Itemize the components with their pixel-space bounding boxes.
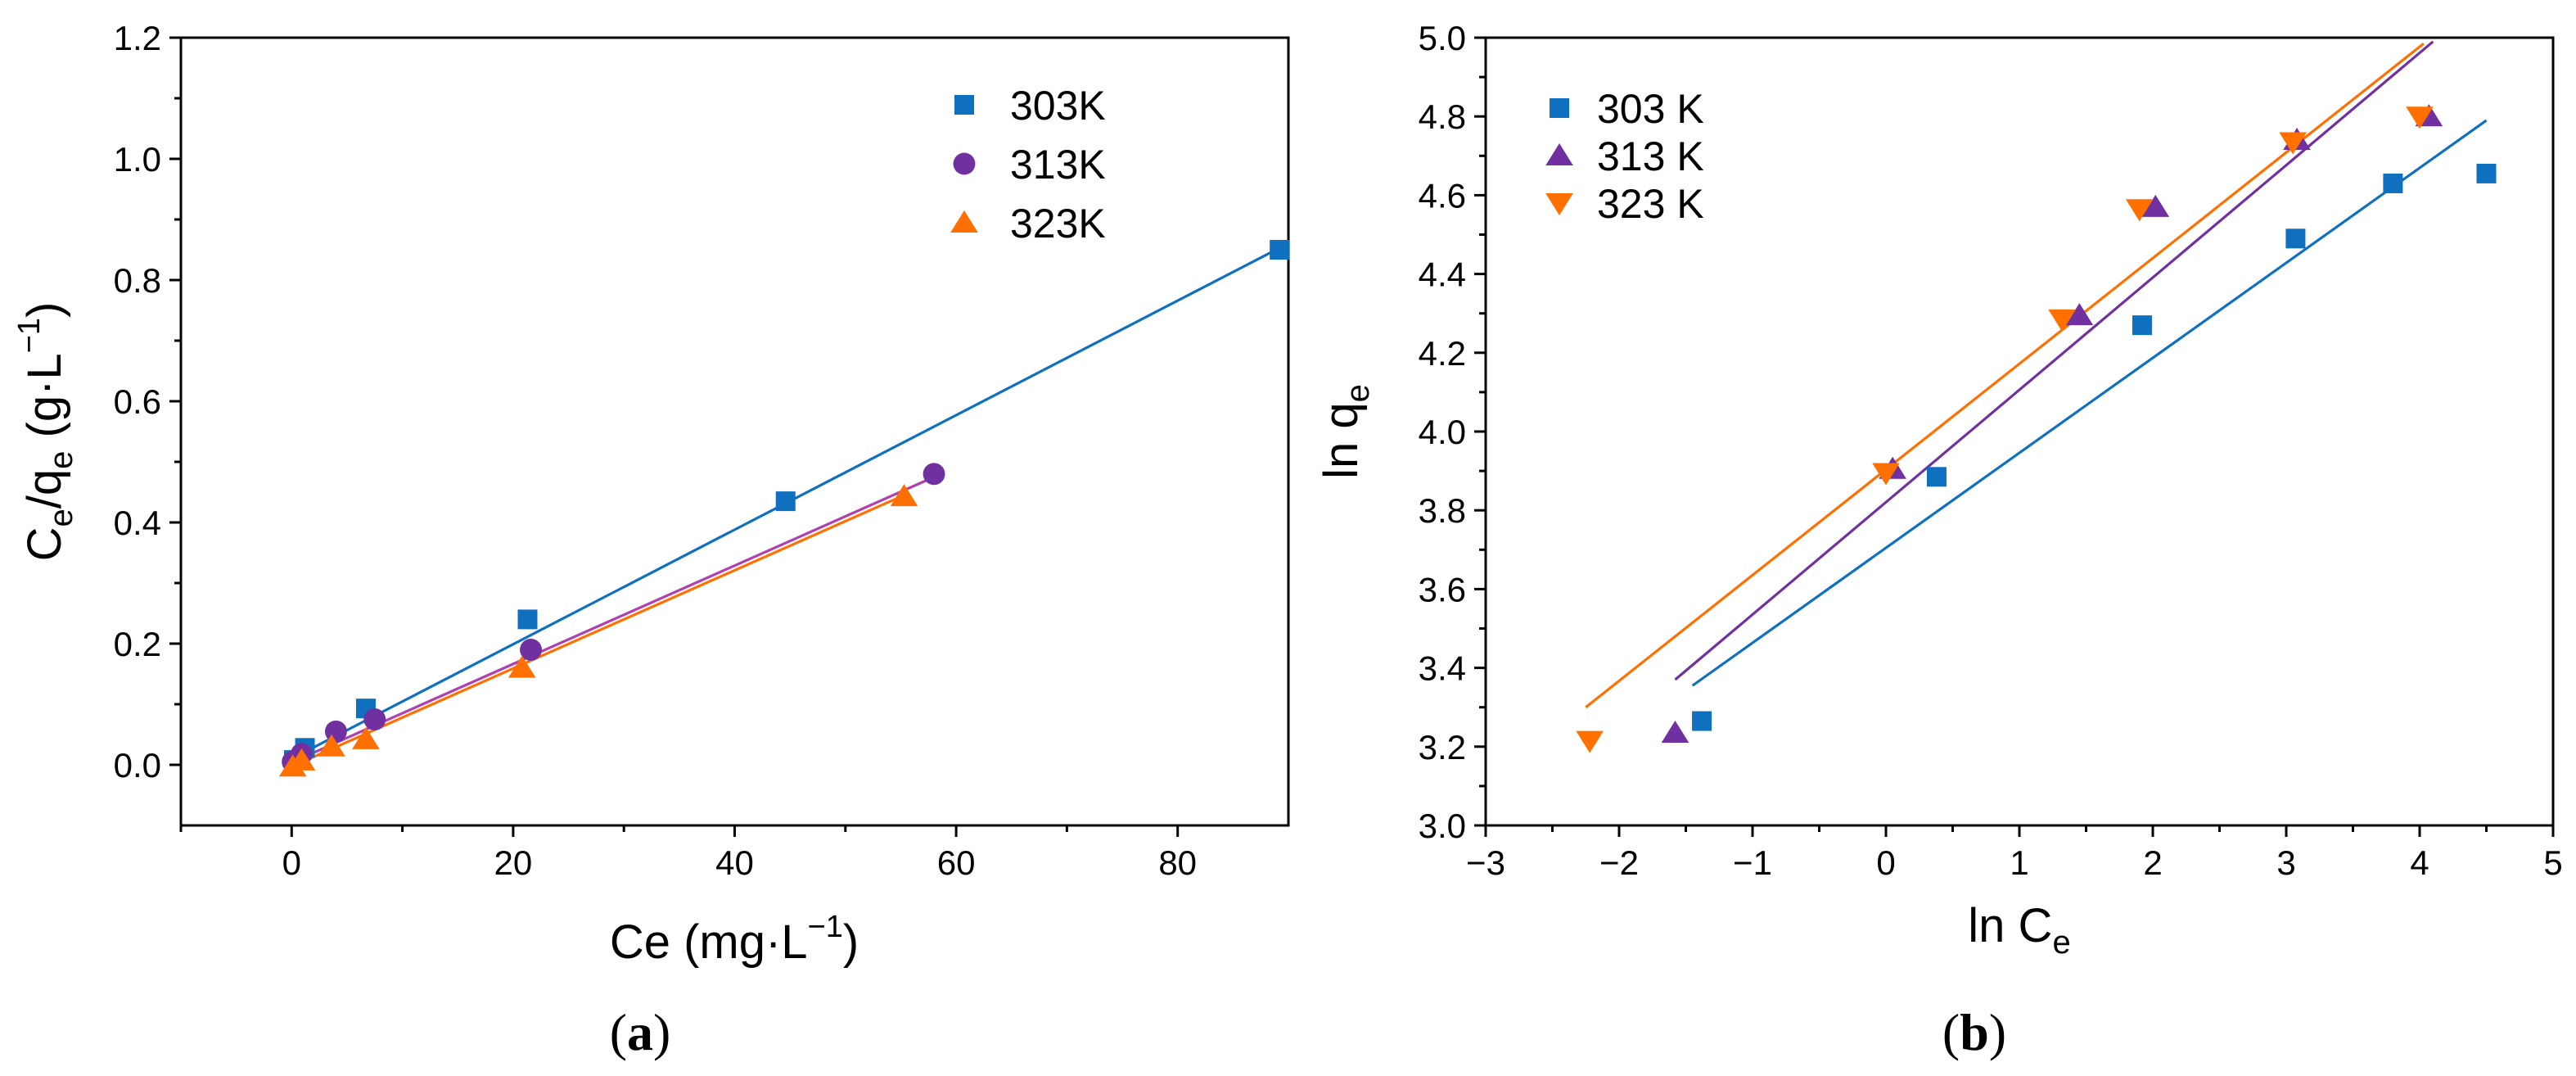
y-tick-label: 3.8 — [1419, 491, 1466, 530]
data-points-a — [278, 240, 1290, 777]
legend-marker-313K — [1545, 143, 1573, 165]
x-tick-label: 0 — [282, 843, 301, 882]
data-point-323K — [2125, 199, 2154, 222]
data-point-303K — [1692, 711, 1712, 731]
x-tick-label: 20 — [494, 843, 533, 882]
y-tick-label: 4.6 — [1419, 176, 1466, 215]
fit-line-303K — [1691, 119, 2488, 687]
x-axis-label-b: ln Ce — [1968, 899, 2070, 961]
y-axis-label-b: ln qe — [1315, 384, 1376, 479]
data-point-313K — [2065, 303, 2094, 326]
y-tick-label: 1.0 — [114, 140, 161, 179]
fit-line-323K — [1585, 42, 2425, 708]
legend-marker-303K — [1550, 98, 1569, 118]
x-tick-label: 5 — [2543, 843, 2562, 882]
data-point-303K — [775, 491, 796, 512]
legend-a: 303K 313K 323K — [950, 83, 1106, 246]
y-tick-label: 3.2 — [1419, 728, 1466, 766]
axis-ticks-a: 0 20 40 60 80 0.0 0.2 0.4 0.6 0.8 1.0 1.2 — [114, 19, 1197, 882]
x-tick-label: −2 — [1599, 843, 1639, 882]
data-point-303K — [1270, 240, 1290, 260]
y-tick-label: 3.0 — [1419, 807, 1466, 845]
x-tick-label: 4 — [2410, 843, 2429, 882]
data-point-313K — [1661, 720, 1690, 743]
x-tick-label: 3 — [2276, 843, 2295, 882]
y-tick-label: 1.2 — [114, 19, 161, 57]
caption-a: (a) — [610, 1003, 671, 1061]
data-points-b — [1576, 104, 2497, 753]
y-tick-label: 4.0 — [1419, 413, 1466, 451]
data-point-323K — [1872, 463, 1900, 486]
data-point-313K — [324, 720, 347, 743]
data-point-313K — [2141, 194, 2170, 217]
y-tick-label: 3.4 — [1419, 649, 1466, 688]
data-point-303K — [2132, 315, 2152, 336]
data-point-303K — [1926, 467, 1947, 487]
fit-line-313K — [291, 476, 935, 764]
x-tick-label: −1 — [1733, 843, 1772, 882]
x-tick-label: 1 — [2010, 843, 2028, 882]
y-tick-label: 0.6 — [114, 382, 161, 421]
caption-b: (b) — [1942, 1003, 2006, 1061]
data-point-313K — [520, 638, 542, 661]
y-tick-label: 0.2 — [114, 625, 161, 663]
plot-frame-a — [179, 36, 1290, 827]
x-tick-label: −3 — [1466, 843, 1505, 882]
legend-label: 323K — [1010, 201, 1106, 246]
x-tick-label: 0 — [1876, 843, 1895, 882]
data-point-323K — [508, 655, 536, 678]
fit-lines-b — [1585, 40, 2488, 708]
data-point-323K — [2406, 106, 2434, 129]
fit-line-323K — [291, 494, 905, 768]
y-tick-label: 0.0 — [114, 746, 161, 784]
data-point-323K — [2279, 132, 2307, 155]
y-tick-label: 0.8 — [114, 261, 161, 300]
y-axis-label-a: Ce/qe (g·L−1) — [12, 302, 79, 562]
data-point-323K — [890, 484, 918, 507]
chart-panel-b: −3 −2 −1 0 1 2 3 4 5 3.0 3.2 3.4 3.6 3.8 4.0 4.2 4.4 4.6 4… — [1315, 19, 2563, 1061]
x-tick-label: 60 — [937, 843, 976, 882]
legend-label: 303K — [1010, 83, 1106, 129]
data-point-323K — [287, 748, 316, 771]
x-tick-label: 2 — [2143, 843, 2162, 882]
legend-marker-303K — [954, 95, 974, 115]
y-tick-label: 4.2 — [1419, 334, 1466, 373]
fit-line-313K — [1674, 40, 2434, 681]
legend-label: 313 K — [1597, 133, 1704, 179]
data-point-313K — [923, 463, 945, 486]
y-tick-label: 4.4 — [1419, 255, 1466, 294]
legend-marker-323K — [950, 210, 978, 233]
axis-ticks-b: −3 −2 −1 0 1 2 3 4 5 3.0 3.2 3.4 3.6 3.8 4.0 4.2 4.4 4.6 4… — [1419, 19, 2563, 882]
data-point-303K — [517, 609, 538, 630]
data-point-323K — [1576, 730, 1604, 753]
y-tick-label: 4.8 — [1419, 97, 1466, 136]
legend-marker-323K — [1545, 193, 1573, 215]
data-point-323K — [2048, 309, 2076, 332]
legend-label: 303 K — [1597, 86, 1704, 132]
y-tick-label: 5.0 — [1419, 19, 1466, 57]
x-tick-label: 80 — [1158, 843, 1197, 882]
legend-marker-313K — [953, 152, 976, 175]
data-point-323K — [318, 734, 345, 757]
legend-label: 323 K — [1597, 181, 1704, 227]
chart-panel-a: 0 20 40 60 800.00.20.40.60.81.01.2 303K313K3… — [12, 19, 1290, 1061]
data-point-303K — [2476, 163, 2497, 183]
y-tick-label: 3.6 — [1419, 570, 1466, 608]
y-tick-label: 0.4 — [114, 504, 161, 542]
data-point-323K — [352, 726, 380, 749]
data-point-303K — [2383, 173, 2403, 193]
x-tick-label: 40 — [715, 843, 754, 882]
x-axis-label-a: Ce (mg·L−1) — [610, 910, 859, 969]
legend-label: 313K — [1010, 142, 1106, 188]
data-point-313K — [363, 708, 386, 730]
data-point-303K — [2285, 228, 2306, 249]
